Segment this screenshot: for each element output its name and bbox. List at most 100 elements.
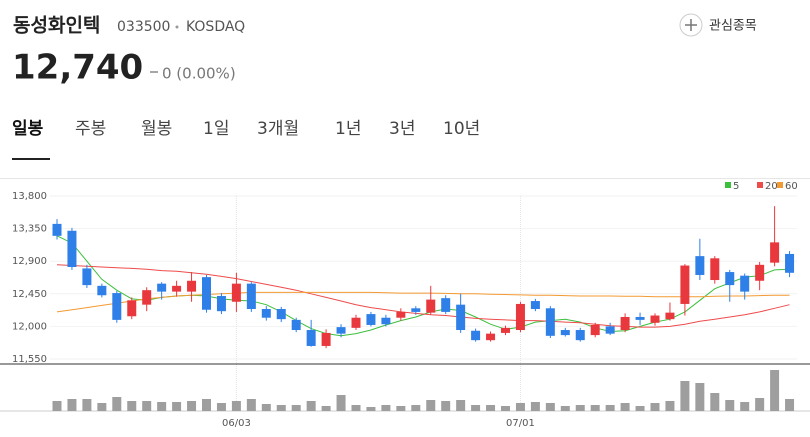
candle-body (755, 264, 765, 281)
candle-body (456, 304, 466, 331)
volume-bar (755, 398, 765, 411)
candle-body (351, 317, 361, 328)
candle-body (515, 303, 525, 331)
candle-body (276, 309, 286, 320)
volume-bar (650, 403, 660, 411)
volume-bar (411, 405, 421, 411)
volume-bar (306, 401, 316, 411)
candle-body (321, 332, 331, 346)
plus (685, 19, 697, 31)
candle-body (187, 280, 197, 292)
candle-body (635, 316, 645, 320)
volume-bar (441, 401, 451, 411)
candle-body (381, 317, 391, 325)
volume-bar (620, 403, 630, 411)
legend-label: 60 (785, 181, 798, 192)
candle-body (112, 293, 122, 320)
candle-body (441, 298, 451, 312)
volume-bar (381, 405, 391, 411)
legend-label: 5 (733, 181, 739, 192)
volume-bar (725, 400, 735, 411)
volume-bar (216, 403, 226, 411)
y-tick-label: 11,550 (12, 354, 47, 365)
candle-body (530, 301, 540, 310)
active-tab-underline (12, 158, 50, 160)
candle-body (411, 308, 421, 312)
volume-bar (426, 400, 436, 411)
plot-border (0, 178, 810, 179)
candle-body (202, 277, 211, 310)
x-tick-label: 07/01 (506, 418, 535, 429)
moving-average (56, 291, 790, 313)
volume-bar (157, 402, 167, 411)
candle-body (740, 275, 750, 292)
candle-body (545, 308, 555, 336)
candle-body (471, 330, 481, 341)
candle-body (710, 258, 720, 281)
candle-body (246, 283, 256, 310)
volume-bar (695, 383, 705, 411)
candle-body (52, 223, 62, 236)
volume-bar (545, 403, 555, 411)
candle-body (231, 283, 241, 302)
candle-body (605, 326, 615, 334)
volume-bar (471, 405, 481, 411)
volume-bar (336, 395, 346, 411)
tab[interactable]: 월봉 (141, 119, 172, 139)
candle-body (336, 327, 346, 334)
candle-body (157, 283, 167, 292)
tab[interactable]: 1년 (335, 119, 361, 139)
volume-bar (396, 406, 406, 411)
candle-body (590, 324, 600, 336)
tabs: 일봉 주봉 월봉 1일 3개월 1년 3년 10년 (12, 119, 480, 139)
volume-bar (366, 407, 376, 411)
candle-body (306, 330, 316, 346)
tab[interactable]: 10년 (443, 119, 480, 139)
watch-button[interactable]: 관심종목 (679, 13, 757, 37)
volume-bar (276, 405, 286, 411)
candle-body (501, 327, 510, 333)
candle-body (172, 285, 182, 292)
candle-body (82, 268, 92, 286)
tab[interactable]: 주봉 (75, 119, 106, 139)
volume-bar (680, 381, 690, 411)
y-tick-label: 12,450 (12, 289, 47, 300)
candle-body (770, 242, 780, 263)
volume-bar (127, 401, 137, 411)
volume-bar (605, 405, 615, 411)
candle-body (97, 285, 107, 296)
volume-bar (710, 393, 720, 411)
moving-average (56, 235, 790, 337)
x-tick-label: 06/03 (222, 418, 251, 429)
volume-bar (112, 397, 122, 411)
stock-code: 033500 (117, 19, 170, 35)
volume-bar (740, 402, 750, 411)
candle-body (560, 330, 570, 336)
candle-body (785, 253, 795, 273)
tab[interactable]: 1일 (203, 119, 229, 139)
candle-body (366, 314, 376, 325)
volume-bar (575, 405, 585, 411)
tab[interactable]: 일봉 (12, 119, 44, 139)
candle-body (426, 299, 436, 313)
separator-dot (175, 25, 179, 29)
legend-swatch (725, 182, 731, 188)
price: 12,740 (12, 48, 143, 88)
volume-bar (486, 405, 496, 411)
legend-label: 20 (765, 181, 778, 192)
candle-body (695, 256, 705, 275)
market: KOSDAQ (186, 19, 245, 35)
volume-bar (785, 399, 795, 411)
volume-bar (202, 399, 211, 411)
legend-swatch (777, 182, 783, 188)
volume-bar (231, 401, 241, 411)
tab[interactable]: 3년 (389, 119, 415, 139)
volume-bar (82, 399, 92, 411)
volume-bar (172, 402, 182, 411)
tab[interactable]: 3개월 (257, 119, 299, 139)
y-tick-label: 13,800 (12, 191, 47, 202)
candle-body (67, 230, 77, 267)
candle-body (575, 330, 585, 341)
volume-bar (770, 370, 780, 411)
stock-name: 동성화인텍 (13, 15, 100, 37)
